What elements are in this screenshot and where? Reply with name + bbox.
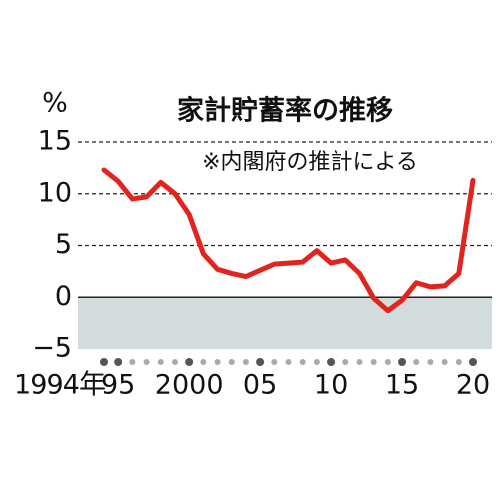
x-minor-tick [157, 359, 164, 365]
x-tick-label: 20 [456, 370, 490, 401]
x-tick-label: 95 [101, 370, 135, 401]
x-minor-tick [143, 359, 150, 365]
x-minor-tick [356, 359, 363, 365]
chart-title: 家計貯蓄率の推移 [177, 95, 393, 127]
x-minor-tick [200, 359, 207, 365]
x-minor-tick [370, 359, 377, 365]
x-minor-tick [441, 359, 448, 365]
x-minor-tick [427, 359, 434, 365]
x-tick-label: 05 [243, 370, 277, 401]
x-tick-label: 1994年 [14, 370, 106, 401]
x-tick-label: 2000 [155, 370, 224, 401]
y-tick-label: 5 [55, 229, 72, 260]
x-tick [185, 358, 194, 366]
x-tick-label: 15 [385, 370, 419, 401]
annotation: ※内閣府の推計による [202, 150, 418, 175]
y-tick-label: 10 [38, 177, 72, 208]
x-tick [100, 358, 108, 366]
x-minor-tick [228, 359, 235, 365]
x-tick [114, 358, 123, 366]
data-line [101, 167, 476, 314]
negative-region [78, 297, 492, 349]
y-tick-label: −5 [32, 333, 72, 364]
x-minor-tick [342, 359, 349, 365]
x-minor-tick [171, 359, 178, 365]
x-tick [256, 358, 265, 366]
x-tick [327, 358, 336, 366]
x-minor-tick [384, 359, 391, 365]
x-minor-tick [271, 359, 278, 365]
x-tick [469, 358, 477, 366]
y-axis-label: % [42, 88, 68, 119]
x-minor-tick [242, 359, 249, 365]
x-minor-tick [313, 359, 320, 365]
x-tick [398, 358, 407, 366]
x-minor-tick [455, 359, 462, 365]
x-minor-tick [299, 359, 306, 365]
y-tick-label: 0 [55, 281, 72, 312]
x-tick-label: 10 [314, 370, 348, 401]
x-minor-tick [285, 359, 292, 365]
x-minor-tick [129, 359, 136, 365]
y-tick-label: 15 [38, 126, 72, 157]
x-minor-tick [214, 359, 221, 365]
x-minor-tick [413, 359, 420, 365]
